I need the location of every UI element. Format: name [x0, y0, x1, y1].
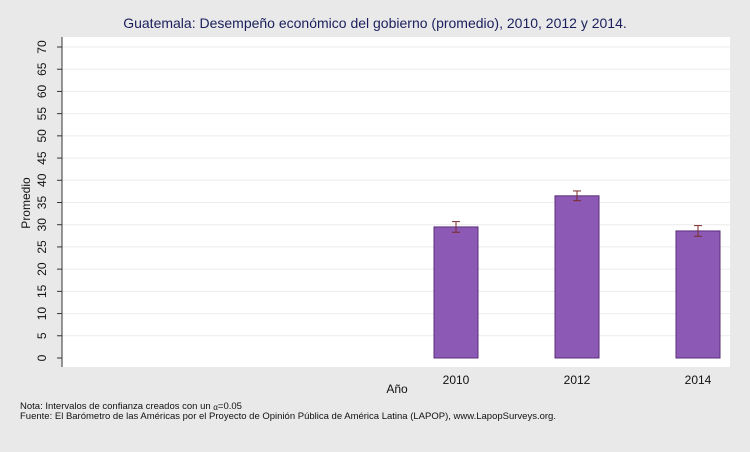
y-tick-label: 55	[35, 107, 49, 121]
y-tick-label: 70	[35, 40, 49, 54]
y-tick-label: 35	[35, 196, 49, 210]
y-tick-label: 50	[35, 129, 49, 143]
y-axis-title: Promedio	[19, 177, 33, 229]
y-tick-label: 65	[35, 62, 49, 76]
y-tick-label: 60	[35, 84, 49, 98]
x-tick-label: 2010	[443, 373, 470, 387]
x-axis-title: Año	[386, 382, 408, 396]
y-tick-label: 40	[35, 173, 49, 187]
y-tick-label: 15	[35, 284, 49, 298]
x-tick-label: 2014	[685, 373, 712, 387]
alpha-symbol: α	[213, 403, 218, 412]
x-tick-label: 2012	[564, 373, 591, 387]
chart-title: Guatemala: Desempeño económico del gobie…	[123, 15, 627, 31]
y-tick-label: 25	[35, 240, 49, 254]
y-tick-label: 10	[35, 307, 49, 321]
y-tick-label: 45	[35, 151, 49, 165]
ci-note: Nota: Intervalos de confianza creados co…	[20, 401, 242, 412]
y-tick-label: 0	[35, 354, 49, 361]
y-tick-label: 30	[35, 218, 49, 232]
bar	[433, 226, 479, 359]
ci-note-prefix: Nota: Intervalos de confianza creados co…	[20, 401, 214, 412]
ci-note-value: =0.05	[217, 401, 242, 412]
bar	[675, 230, 721, 359]
source-note: Fuente: El Barómetro de las Américas por…	[20, 411, 556, 422]
y-tick-label: 20	[35, 262, 49, 276]
bar	[554, 195, 600, 359]
y-tick-label: 5	[35, 332, 49, 339]
